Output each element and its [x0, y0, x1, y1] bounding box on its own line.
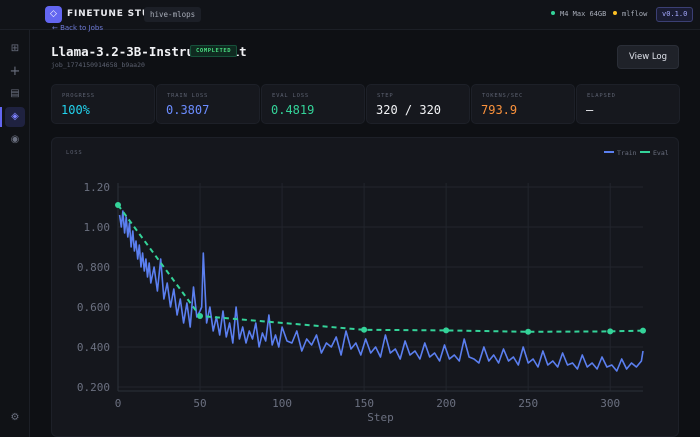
stat-card-step: STEP 320 / 320 [366, 84, 470, 124]
legend-train[interactable]: Train [604, 149, 637, 157]
x-axis-label: Step [367, 411, 394, 424]
version-badge: v0.1.0 [656, 7, 694, 22]
loss-chart[interactable]: 0.200 0.400 0.600 0.800 1.00 1.20 0 50 100 150 200… [52, 138, 678, 436]
y-tick-label: 1.20 [84, 181, 111, 194]
x-tick-label: 250 [518, 397, 538, 410]
tracker-status: mlflow [613, 10, 647, 18]
sidebar: ⊞ + ▤ ◈ ◉ ⚙ [0, 30, 30, 437]
stat-value: 0.3807 [166, 103, 210, 117]
back-to-jobs-link[interactable]: ← Back to Jobs [52, 24, 103, 32]
stat-label: ELAPSED [587, 93, 616, 99]
stat-label: EVAL LOSS [272, 93, 310, 99]
stat-card-train-loss: TRAIN LOSS 0.3807 [156, 84, 260, 124]
hardware-label: M4 Max 64GB [560, 10, 607, 18]
x-tick-label: 100 [272, 397, 292, 410]
eval-loss-point [361, 326, 368, 333]
view-log-button[interactable]: View Log [617, 45, 679, 69]
app-brand: FINETUNE STUDIO [67, 9, 171, 19]
stat-card-eval-loss: EVAL LOSS 0.4819 [261, 84, 365, 124]
x-tick-label: 0 [115, 397, 122, 410]
tracker-status-dot [613, 11, 617, 15]
eval-loss-point [197, 313, 204, 319]
stat-value: 793.9 [481, 103, 518, 117]
nav-new-job[interactable]: + [9, 64, 21, 79]
y-tick-label: 0.200 [77, 381, 110, 394]
legend-eval-swatch [640, 151, 650, 153]
hardware-status: M4 Max 64GB [551, 10, 606, 18]
tracker-label: mlflow [622, 10, 648, 18]
x-tick-label: 200 [436, 397, 456, 410]
chart-title: LOSS [66, 150, 83, 156]
y-tick-label: 0.800 [77, 261, 110, 274]
y-tick-label: 0.400 [77, 341, 110, 354]
stat-label: PROGRESS [62, 93, 95, 99]
nav-active-indicator [0, 107, 2, 127]
nav-dashboard[interactable]: ⊞ [10, 43, 20, 54]
eval-loss-point [640, 327, 646, 334]
stat-label: TRAIN LOSS [167, 93, 209, 99]
stat-label: STEP [377, 93, 394, 99]
legend-eval-label: Eval [653, 149, 669, 157]
x-tick-label: 150 [354, 397, 374, 410]
status-badge: COMPLETED [190, 45, 238, 57]
stat-card-progress: PROGRESS 100% [51, 84, 155, 124]
top-bar: ◇ FINETUNE STUDIO hive-mlops M4 Max 64GB… [0, 0, 700, 30]
hardware-status-dot [551, 11, 555, 15]
y-tick-label: 1.00 [84, 221, 111, 234]
legend-eval[interactable]: Eval [640, 149, 669, 157]
x-tick-label: 300 [600, 397, 620, 410]
logo-icon[interactable]: ◇ [45, 6, 62, 23]
stat-value: — [586, 103, 594, 117]
nav-models[interactable]: ◈ [5, 107, 25, 127]
loss-chart-card: LOSS Train Eval 0.200 0.400 0.600 0.800 1.00… [51, 137, 679, 437]
eval-loss-point [443, 327, 450, 334]
eval-loss-point [115, 202, 121, 208]
legend-train-swatch [604, 151, 614, 153]
stat-value: 320 / 320 [376, 103, 442, 117]
stat-value: 0.4819 [271, 103, 315, 117]
job-id: job_1774150914658_b9aa20 [51, 61, 145, 69]
eval-loss-point [607, 328, 614, 335]
eval-loss-point [525, 328, 532, 335]
stat-value: 100% [61, 103, 90, 117]
stat-card-tokens-per-sec: TOKENS/SEC 793.9 [471, 84, 575, 124]
x-tick-label: 50 [193, 397, 206, 410]
y-tick-label: 0.600 [77, 301, 110, 314]
stat-card-elapsed: ELAPSED — [576, 84, 680, 124]
nav-jobs[interactable]: ▤ [10, 88, 20, 99]
nav-settings[interactable]: ⚙ [10, 412, 20, 423]
train-loss-line [118, 210, 644, 372]
project-selector[interactable]: hive-mlops [144, 7, 202, 22]
stat-label: TOKENS/SEC [482, 93, 524, 99]
nav-evaluate[interactable]: ◉ [10, 134, 20, 145]
legend-train-label: Train [617, 149, 637, 157]
